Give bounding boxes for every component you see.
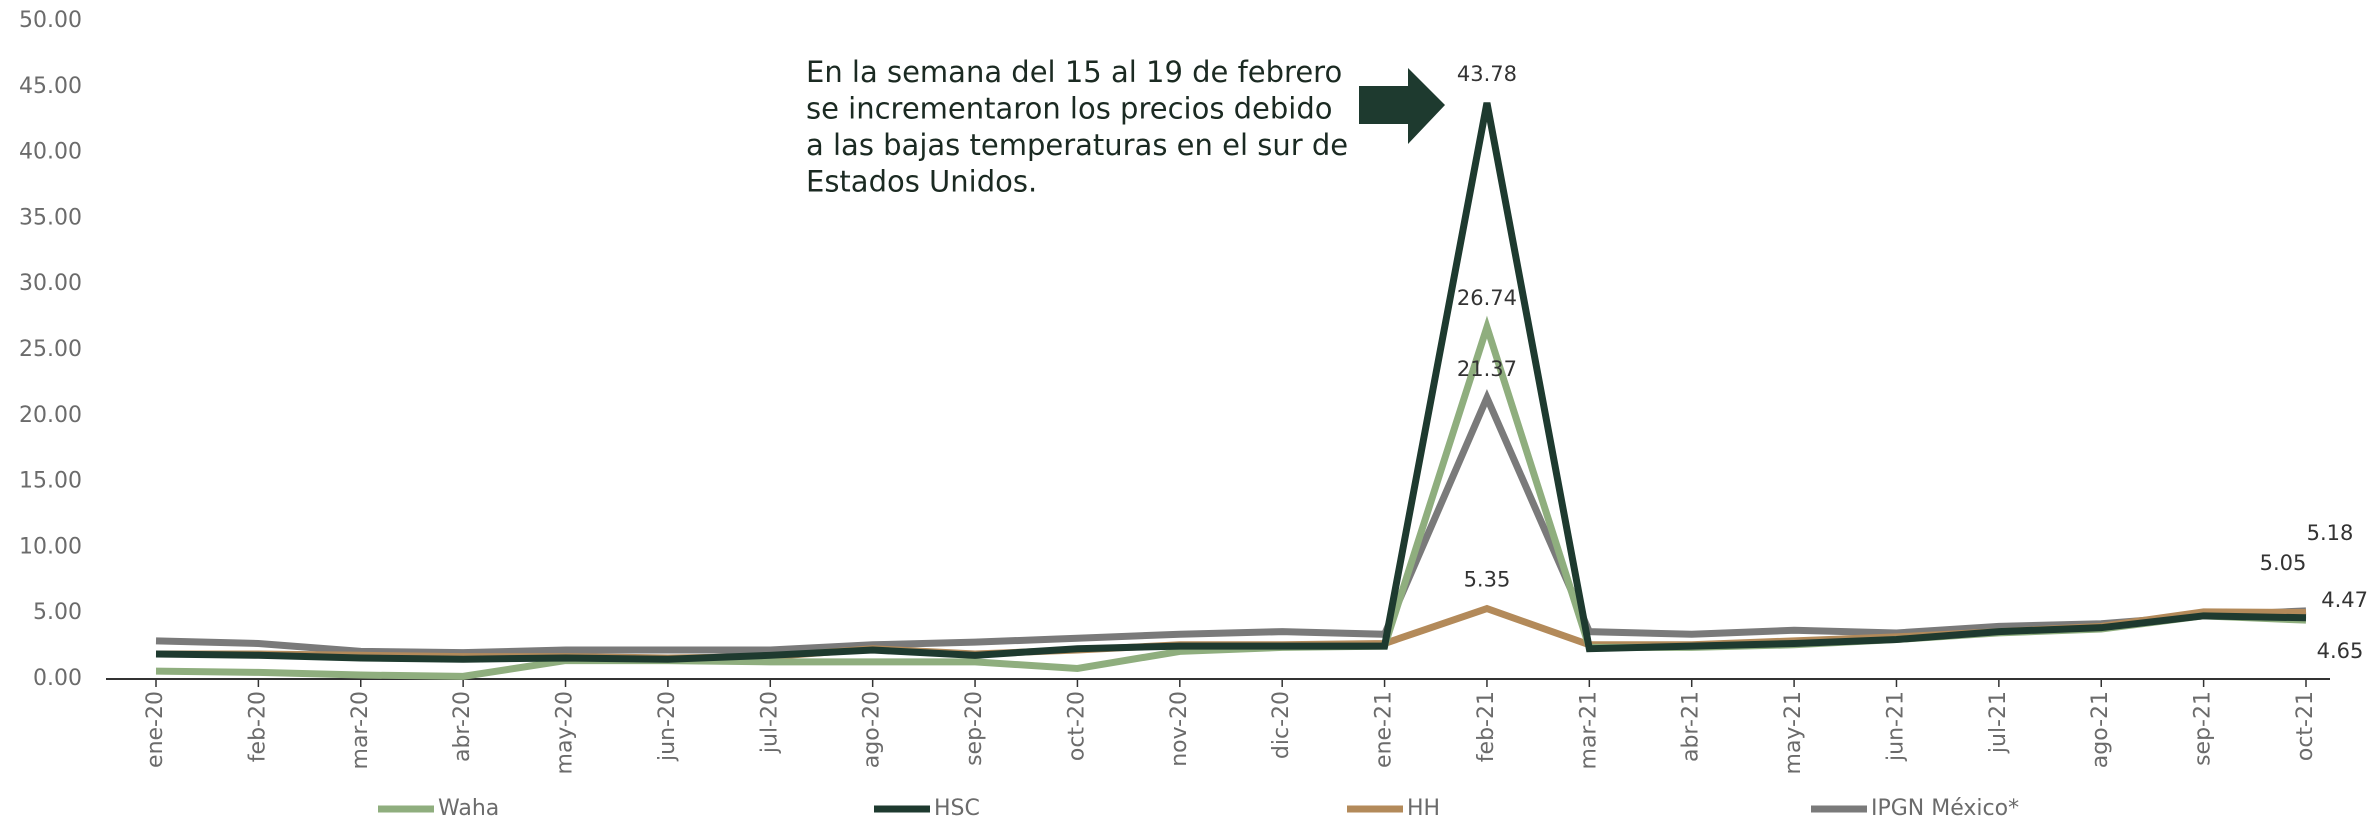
- x-tick-label: abr-21: [1679, 691, 1704, 762]
- data-label: 4.47: [2321, 588, 2368, 612]
- x-tick-label: mar-21: [1576, 691, 1601, 769]
- x-tick-label: feb-20: [245, 691, 270, 762]
- x-tick-label: oct-20: [1064, 691, 1089, 761]
- y-tick-label: 5.00: [33, 600, 82, 625]
- x-tick-label: ene-20: [143, 691, 168, 768]
- x-tick-label: sep-20: [962, 691, 987, 766]
- x-tick-label: dic-20: [1269, 691, 1294, 759]
- legend-label: IPGN México*: [1871, 796, 2019, 821]
- x-tick-label: feb-21: [1474, 691, 1499, 762]
- x-tick-label: sep-21: [2191, 691, 2216, 766]
- data-label: 43.78: [1457, 62, 1517, 86]
- y-tick-label: 10.00: [19, 534, 82, 559]
- x-tick-label: ago-20: [860, 691, 885, 768]
- data-label: 5.18: [2307, 521, 2354, 545]
- data-label: 4.65: [2317, 639, 2364, 663]
- x-tick-label: ago-21: [2088, 691, 2113, 768]
- y-tick-label: 25.00: [19, 337, 82, 362]
- legend-label: Waha: [438, 796, 499, 821]
- y-tick-label: 0.00: [33, 666, 82, 691]
- legend-label: HSC: [934, 796, 980, 821]
- data-label: 5.05: [2260, 551, 2307, 575]
- data-label: 5.35: [1464, 568, 1511, 592]
- x-tick-label: abr-20: [450, 691, 475, 762]
- x-tick-label: jun-21: [1883, 691, 1908, 762]
- data-label: 21.37: [1457, 357, 1517, 381]
- data-label: 26.74: [1457, 286, 1517, 310]
- annotation: se incrementaron los precios debido: [806, 92, 1333, 126]
- annotation: Estados Unidos.: [806, 165, 1037, 199]
- x-tick-label: oct-21: [2293, 691, 2318, 761]
- y-tick-label: 45.00: [19, 74, 82, 99]
- series-line: [155, 102, 2307, 663]
- x-tick-label: jul-21: [1986, 691, 2011, 754]
- annotation-arrow: [1359, 68, 1445, 144]
- y-tick-label: 50.00: [19, 8, 82, 33]
- y-tick-label: 40.00: [19, 140, 82, 165]
- x-tick-label: may-21: [1781, 691, 1806, 774]
- series-line: [155, 389, 2307, 657]
- x-tick-label: jun-20: [655, 691, 680, 762]
- y-tick-label: 20.00: [19, 403, 82, 428]
- y-tick-label: 30.00: [19, 271, 82, 296]
- x-tick-label: mar-20: [348, 691, 373, 769]
- x-tick-label: jul-20: [757, 691, 782, 754]
- annotation: En la semana del 15 al 19 de febrero: [806, 55, 1342, 89]
- annotation: a las bajas temperaturas en el sur de: [806, 128, 1348, 162]
- y-tick-label: 15.00: [19, 469, 82, 494]
- x-tick-label: nov-20: [1167, 691, 1192, 767]
- legend-label: HH: [1407, 796, 1440, 821]
- y-tick-label: 35.00: [19, 205, 82, 230]
- x-tick-label: may-20: [553, 691, 578, 774]
- x-tick-label: ene-21: [1372, 691, 1397, 768]
